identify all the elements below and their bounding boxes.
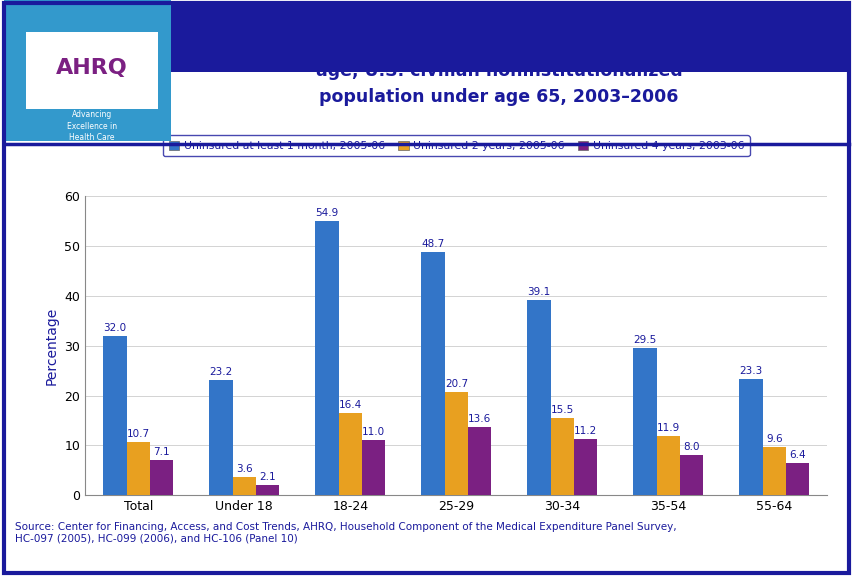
Bar — [103, 336, 126, 495]
Bar — [527, 300, 550, 495]
Text: 54.9: 54.9 — [315, 209, 338, 218]
Bar — [762, 448, 786, 495]
Bar — [573, 439, 596, 495]
Bar — [361, 441, 385, 495]
Bar — [233, 478, 256, 495]
Bar — [468, 427, 491, 495]
Text: 29.5: 29.5 — [633, 335, 656, 345]
Bar — [739, 379, 762, 495]
Bar — [444, 392, 468, 495]
Bar — [550, 418, 573, 495]
Text: 6.4: 6.4 — [788, 450, 805, 460]
Text: 2.1: 2.1 — [259, 472, 276, 482]
Bar — [126, 442, 150, 495]
Text: 39.1: 39.1 — [527, 287, 550, 297]
Text: Figure 1. Percentage uninsured by
age, U.S. civilian noninstitutionalized
popula: Figure 1. Percentage uninsured by age, U… — [315, 36, 682, 106]
Text: 11.9: 11.9 — [656, 423, 679, 433]
Bar — [315, 221, 338, 495]
Y-axis label: Percentage: Percentage — [45, 306, 59, 385]
Text: 48.7: 48.7 — [421, 239, 444, 249]
Text: 11.2: 11.2 — [573, 426, 596, 437]
Text: 11.0: 11.0 — [362, 427, 385, 437]
Text: 23.2: 23.2 — [209, 366, 233, 377]
Bar — [656, 436, 679, 495]
Bar — [209, 380, 233, 495]
Bar — [679, 456, 703, 495]
Legend: Uninsured at least 1 month, 2005-06, Uninsured 2 years, 2005-06, Uninsured 4 yea: Uninsured at least 1 month, 2005-06, Uni… — [163, 135, 749, 157]
Text: Source: Center for Financing, Access, and Cost Trends, AHRQ, Household Component: Source: Center for Financing, Access, an… — [15, 522, 676, 544]
Text: 3.6: 3.6 — [236, 464, 252, 475]
Text: 32.0: 32.0 — [103, 323, 126, 332]
Text: Advancing
Excellence in
Health Care: Advancing Excellence in Health Care — [67, 110, 117, 142]
Bar — [150, 460, 173, 495]
Text: 10.7: 10.7 — [127, 429, 150, 439]
Text: 8.0: 8.0 — [682, 442, 699, 452]
Bar — [338, 414, 361, 495]
Text: 9.6: 9.6 — [765, 434, 782, 445]
Bar — [633, 348, 656, 495]
Bar — [256, 485, 279, 495]
Text: 7.1: 7.1 — [153, 447, 170, 457]
Text: 13.6: 13.6 — [468, 415, 491, 425]
Text: 15.5: 15.5 — [550, 405, 573, 415]
Text: 23.3: 23.3 — [739, 366, 762, 376]
Bar — [786, 464, 809, 495]
Text: AHRQ: AHRQ — [56, 58, 128, 78]
Text: 20.7: 20.7 — [444, 379, 468, 389]
Text: 16.4: 16.4 — [338, 400, 361, 411]
Bar — [421, 252, 444, 495]
